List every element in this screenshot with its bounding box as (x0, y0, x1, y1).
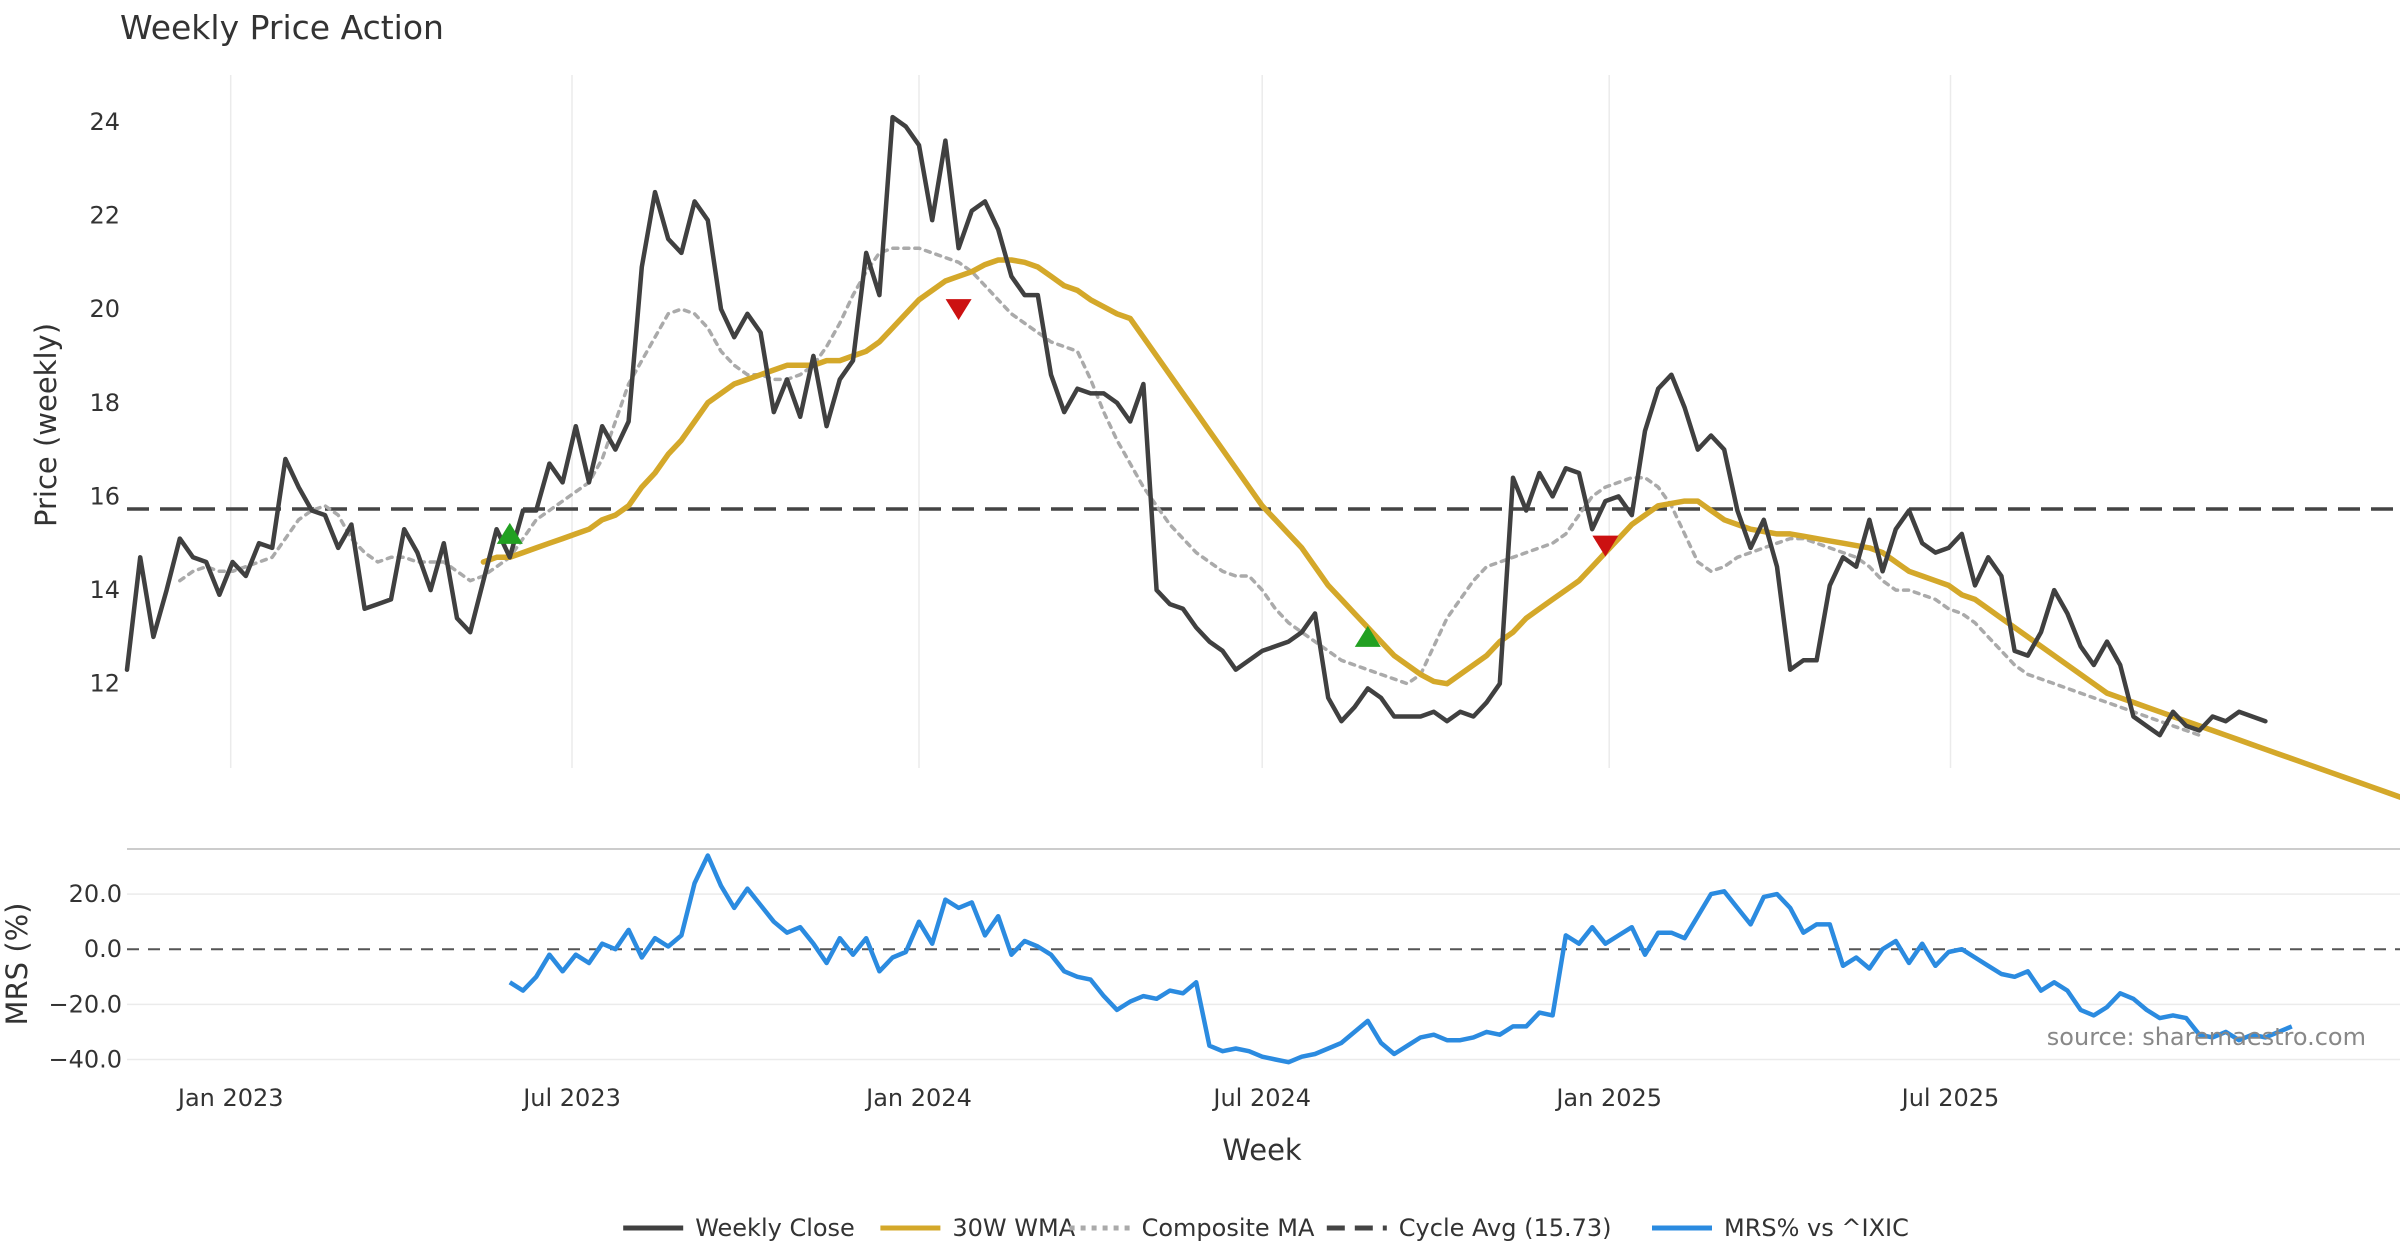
source-annotation: source: sharemaestro.com (2047, 1023, 2366, 1051)
x-tick-label: Jan 2025 (1554, 1084, 1662, 1112)
price-series-layer (124, 114, 2400, 800)
sell-signal-marker (945, 299, 972, 321)
price-panel-grid (229, 75, 1952, 768)
legend-label: Composite MA (1142, 1214, 1315, 1242)
x-tick-label: Jan 2024 (864, 1084, 972, 1112)
x-tick-label: Jul 2024 (1211, 1084, 1311, 1112)
price-y-axis-ticks: 12 14 16 18 20 22 24 (89, 108, 120, 698)
30w-wma-line (480, 257, 2400, 800)
legend-label: 30W WMA (952, 1214, 1075, 1242)
x-tick-label: Jan 2023 (176, 1084, 284, 1112)
chart-title: Weekly Price Action (120, 8, 444, 47)
price-y-tick-label: 16 (89, 482, 120, 510)
signal-markers-layer (496, 299, 1619, 647)
price-y-tick-label: 18 (89, 389, 120, 417)
x-axis-ticks: Jan 2023 Jul 2023 Jan 2024 Jul 2024 Jan 2025… (176, 1084, 1999, 1112)
mrs-y-axis-label: MRS (%) (0, 903, 34, 1026)
buy-signal-marker (1354, 625, 1381, 647)
mrs-y-axis-ticks: −40.0 −20.0 0.0 20.0 (48, 880, 122, 1073)
sell-signal-marker (1592, 535, 1619, 557)
mrs-panel-grid (127, 893, 2400, 1061)
x-tick-label: Jul 2025 (1900, 1084, 2000, 1112)
weekly-close-line (124, 114, 2268, 738)
legend-label: Cycle Avg (15.73) (1399, 1214, 1612, 1242)
composite-ma-line (178, 246, 2202, 737)
mrs-y-tick-label: −20.0 (48, 990, 122, 1018)
mrs-series-layer (508, 853, 2293, 1065)
mrs-y-tick-label: 0.0 (84, 935, 122, 963)
price-y-tick-label: 22 (89, 201, 120, 229)
x-tick-label: Jul 2023 (521, 1084, 621, 1112)
buy-signal-marker (496, 522, 523, 544)
mrs-y-tick-label: 20.0 (69, 880, 122, 908)
price-y-tick-label: 12 (89, 670, 120, 698)
price-y-tick-label: 24 (89, 108, 120, 136)
price-y-tick-label: 14 (89, 576, 120, 604)
price-y-tick-label: 20 (89, 295, 120, 323)
x-axis-label: Week (1222, 1133, 1302, 1167)
mrs-line (508, 853, 2293, 1065)
legend-label: Weekly Close (695, 1214, 855, 1242)
mrs-y-tick-label: −40.0 (48, 1045, 122, 1073)
price-y-axis-label: Price (weekly) (29, 323, 63, 527)
legend-label: MRS% vs ^IXIC (1724, 1214, 1909, 1242)
chart-legend: Weekly Close 30W WMA Composite MA Cycle Avg… (623, 1214, 1909, 1242)
